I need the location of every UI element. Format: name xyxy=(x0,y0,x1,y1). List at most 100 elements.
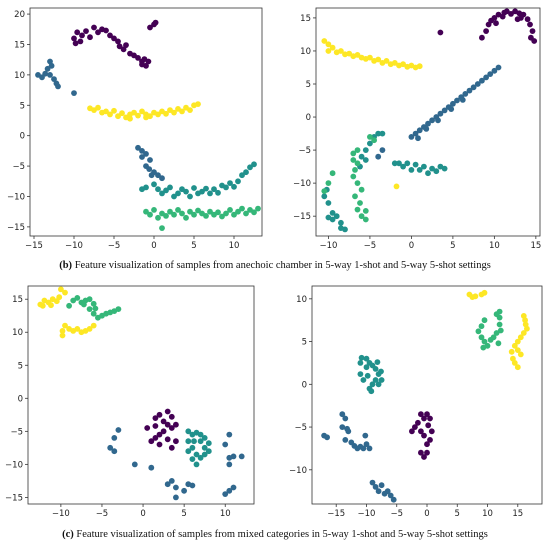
data-point xyxy=(115,38,121,45)
x-tick: −5 xyxy=(108,236,120,251)
data-point xyxy=(400,163,406,170)
data-point xyxy=(408,167,415,173)
x-tick-label: 10 xyxy=(482,509,493,519)
x-tick-label: 0 xyxy=(424,509,429,519)
data-point xyxy=(324,434,330,441)
series-yellow xyxy=(87,101,201,122)
y-tick: 10 xyxy=(12,328,28,338)
data-point xyxy=(462,91,469,97)
data-point xyxy=(339,411,346,418)
data-point xyxy=(111,107,117,114)
data-point xyxy=(495,64,502,71)
data-point xyxy=(239,172,245,179)
data-point xyxy=(175,190,181,197)
y-tick: −15 xyxy=(7,223,30,233)
data-point xyxy=(87,34,93,41)
scatter-plot-b-5shot: −10 −5 0 5 10 15 −15 −10 −5 0 5 10 15 xyxy=(293,7,541,251)
data-point xyxy=(135,112,141,119)
y-tick: −5 xyxy=(294,423,312,433)
data-point xyxy=(47,72,53,78)
data-point xyxy=(193,451,200,458)
y-tick: 0 xyxy=(18,394,28,404)
data-point xyxy=(55,83,61,90)
data-point xyxy=(223,210,229,217)
data-point xyxy=(354,147,361,154)
data-point xyxy=(495,340,502,347)
x-tick-label: 5 xyxy=(191,241,196,251)
data-point xyxy=(131,109,137,116)
data-point xyxy=(362,432,369,439)
data-point xyxy=(375,153,382,160)
data-point xyxy=(56,294,63,301)
data-point xyxy=(79,32,85,39)
data-point xyxy=(168,444,175,451)
data-point xyxy=(185,448,192,455)
data-point xyxy=(478,334,485,341)
data-point xyxy=(329,170,336,177)
data-point xyxy=(342,415,349,422)
data-point xyxy=(378,377,385,383)
data-point xyxy=(59,332,66,339)
scatter-plot-b-1shot: −15 −10 −5 0 5 10 −15 −10 −5 0 5 10 15 20 xyxy=(7,7,263,251)
y-tick: 15 xyxy=(14,40,30,50)
data-point xyxy=(175,207,181,213)
data-point xyxy=(481,338,488,345)
y-tick: 5 xyxy=(306,80,316,90)
data-point xyxy=(164,421,171,428)
data-point xyxy=(207,208,213,215)
data-point xyxy=(131,461,138,468)
data-point xyxy=(371,137,377,144)
data-point xyxy=(173,494,179,501)
y-tick: −5 xyxy=(12,162,30,172)
y-tick-label: 0 xyxy=(20,132,25,142)
data-point xyxy=(424,441,430,448)
data-point xyxy=(433,168,440,175)
x-tick-label: −10 xyxy=(319,241,337,251)
y-tick-label: −15 xyxy=(293,212,311,222)
data-point xyxy=(416,63,423,70)
x-tick: −10 xyxy=(52,504,70,519)
data-point xyxy=(514,364,521,371)
data-point xyxy=(156,411,163,418)
data-point xyxy=(155,111,161,118)
data-point xyxy=(437,29,444,36)
series-blue xyxy=(321,411,397,503)
data-point xyxy=(338,219,344,226)
x-tick: 10 xyxy=(229,236,239,251)
data-point xyxy=(483,28,489,34)
data-point xyxy=(511,360,518,366)
data-point xyxy=(107,32,113,39)
series-yellow xyxy=(37,286,97,339)
data-point xyxy=(474,81,481,87)
y-tick: 10 xyxy=(300,47,316,57)
data-point xyxy=(531,38,538,44)
data-point xyxy=(107,444,114,451)
data-point xyxy=(391,160,398,167)
data-point xyxy=(372,377,379,383)
data-point xyxy=(191,211,197,218)
series-yellow xyxy=(466,289,530,371)
data-point xyxy=(215,189,221,196)
x-tick-label: 0 xyxy=(409,241,414,251)
data-point xyxy=(481,317,488,324)
data-point xyxy=(74,29,81,36)
data-point xyxy=(151,181,157,188)
series-teal xyxy=(185,428,212,468)
series-green xyxy=(475,308,504,351)
series-green xyxy=(143,205,261,232)
x-tick-label: 5 xyxy=(181,509,186,519)
x-tick: 5 xyxy=(455,504,460,519)
y-tick: −10 xyxy=(7,192,30,202)
data-point xyxy=(459,97,466,103)
data-point xyxy=(81,301,87,308)
data-point xyxy=(239,205,245,212)
data-point xyxy=(159,190,165,197)
data-point xyxy=(179,210,185,217)
data-point xyxy=(226,487,233,494)
data-point xyxy=(412,130,419,137)
data-point xyxy=(354,52,361,58)
x-tick: 5 xyxy=(181,504,187,519)
data-point xyxy=(144,425,151,431)
data-point xyxy=(205,448,212,455)
y-tick-label: −5 xyxy=(10,427,23,437)
